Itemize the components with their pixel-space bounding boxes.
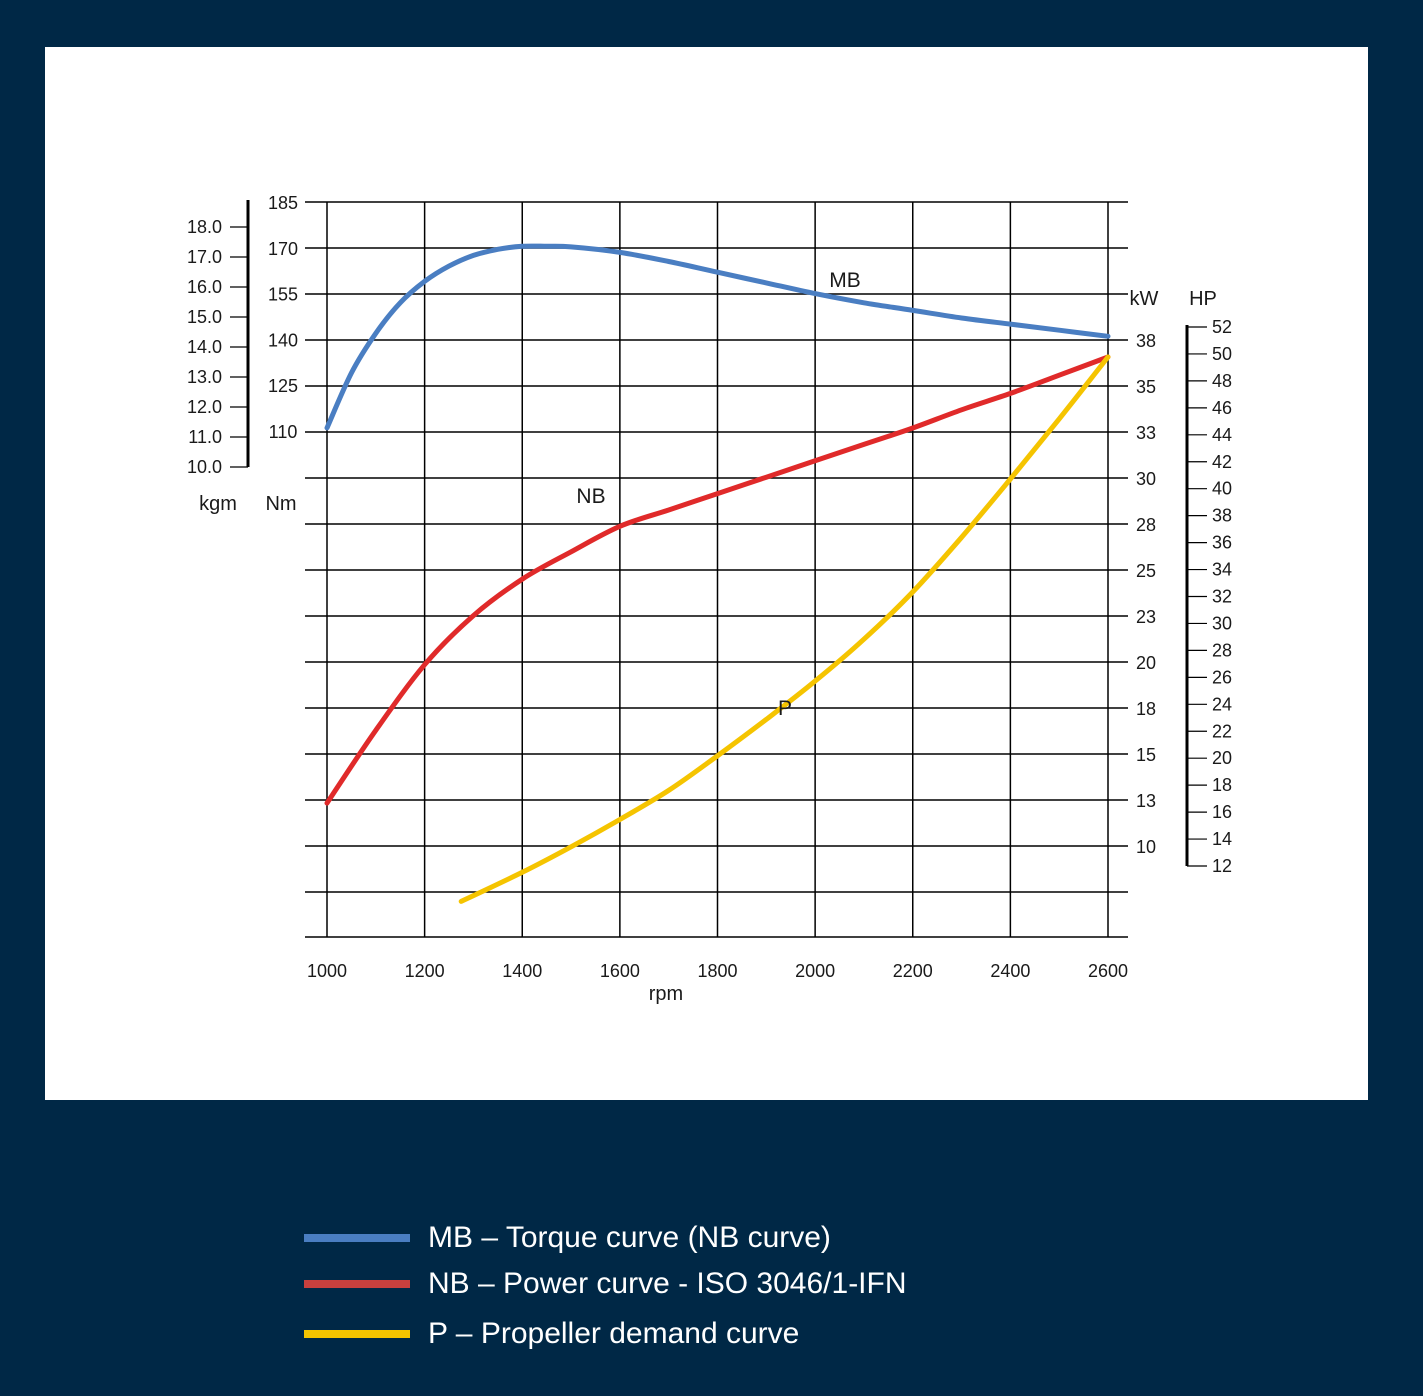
hp-tick-label: 22 [1212, 721, 1232, 741]
kgm-tick-label: 13.0 [187, 367, 222, 387]
series-line-mb [324, 243, 1111, 431]
hp-tick-label: 20 [1212, 748, 1232, 768]
kgm-tick-label: 16.0 [187, 277, 222, 297]
kgm-tick-label: 12.0 [187, 397, 222, 417]
hp-tick-label: 46 [1212, 398, 1232, 418]
x-tick-label: 2600 [1088, 961, 1128, 981]
kgm-tick-label: 10.0 [187, 457, 222, 477]
x-tick-label: 1400 [502, 961, 542, 981]
hp-tick-label: 44 [1212, 425, 1232, 445]
kw-axis-label: kW [1130, 288, 1159, 310]
hp-tick-label: 30 [1212, 613, 1232, 633]
curve-label-mb: MB [829, 269, 861, 292]
kw-tick-label: 10 [1136, 837, 1156, 857]
series-line-p [458, 354, 1111, 904]
hp-tick-label: 52 [1212, 317, 1232, 337]
kgm-tick-label: 11.0 [188, 427, 222, 447]
series-line-nb [324, 354, 1111, 806]
nm-tick-label: 140 [268, 330, 298, 350]
hp-tick-label: 26 [1212, 667, 1232, 687]
hp-tick-label: 32 [1212, 587, 1232, 607]
hp-tick-label: 14 [1212, 829, 1232, 849]
kgm-tick-label: 17.0 [187, 247, 222, 267]
kw-tick-label: 23 [1136, 607, 1156, 627]
hp-tick-label: 16 [1212, 802, 1232, 822]
kw-tick-label: 30 [1136, 469, 1156, 489]
hp-tick-label: 18 [1212, 775, 1232, 795]
nm-tick-label: 110 [269, 422, 298, 442]
hp-tick-label: 48 [1212, 371, 1232, 391]
nm-tick-label: 170 [268, 239, 298, 259]
nm-tick-label: 155 [268, 285, 298, 305]
hp-tick-label: 38 [1212, 506, 1232, 526]
kw-tick-label: 28 [1136, 515, 1156, 535]
hp-tick-label: 36 [1212, 533, 1232, 553]
hp-tick-label: 34 [1212, 560, 1232, 580]
kw-tick-label: 13 [1136, 791, 1156, 811]
hp-tick-label: 24 [1212, 694, 1232, 714]
x-tick-label: 1600 [600, 961, 640, 981]
nm-tick-label: 125 [268, 376, 298, 396]
hp-tick-label: 40 [1212, 479, 1232, 499]
x-tick-label: 2200 [893, 961, 933, 981]
curve-label-p: P [778, 697, 792, 720]
chart-panel [45, 47, 1368, 1100]
nm-tick-label: 185 [268, 193, 298, 213]
hp-axis-label: HP [1189, 288, 1217, 310]
x-tick-label: 1200 [405, 961, 445, 981]
hp-tick-label: 12 [1212, 856, 1232, 876]
kw-tick-label: 15 [1136, 745, 1156, 765]
kgm-axis-label: kgm [199, 493, 237, 515]
hp-tick-label: 50 [1212, 344, 1232, 364]
x-tick-label: 1800 [697, 961, 737, 981]
nm-axis-label: Nm [265, 493, 296, 515]
kw-tick-label: 33 [1136, 423, 1156, 443]
kw-tick-label: 25 [1136, 561, 1156, 581]
x-tick-label: 2400 [990, 961, 1030, 981]
x-tick-label: 1000 [307, 961, 347, 981]
x-axis-label: rpm [649, 983, 683, 1005]
kgm-tick-label: 14.0 [187, 337, 222, 357]
kw-tick-label: 38 [1136, 331, 1156, 351]
kw-tick-label: 20 [1136, 653, 1156, 673]
hp-tick-label: 42 [1212, 452, 1232, 472]
kgm-tick-label: 15.0 [187, 307, 222, 327]
x-tick-label: 2000 [795, 961, 835, 981]
kgm-tick-label: 18.0 [187, 217, 222, 237]
hp-tick-label: 28 [1212, 640, 1232, 660]
curve-label-nb: NB [576, 485, 605, 508]
kw-tick-label: 35 [1136, 377, 1156, 397]
kw-tick-label: 18 [1136, 699, 1156, 719]
